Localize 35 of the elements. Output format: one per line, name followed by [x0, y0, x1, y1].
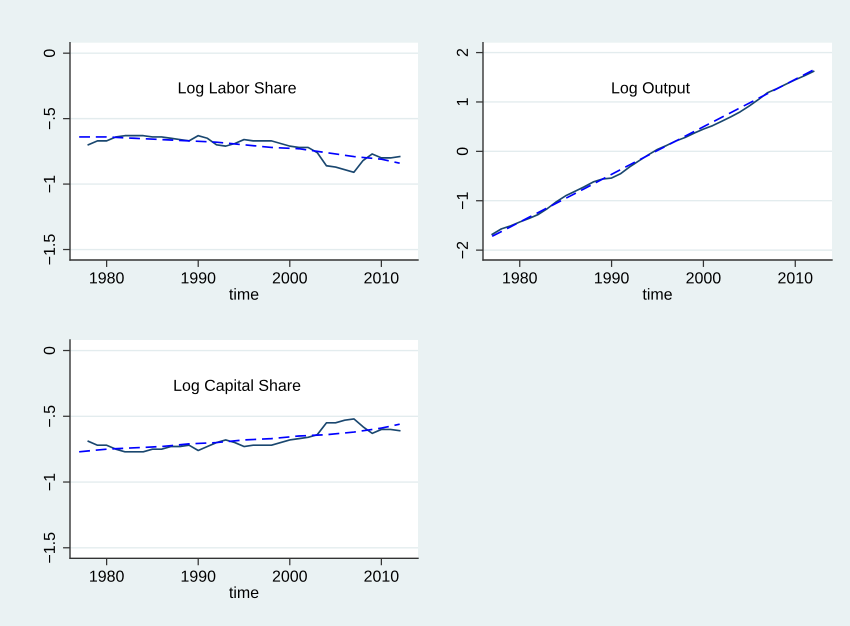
line-series	[78, 136, 401, 164]
line-series	[78, 423, 401, 453]
line-series	[87, 418, 401, 453]
y-tick-label: 0	[44, 346, 56, 354]
x-tick-label: 1980	[503, 272, 537, 284]
x-tick-label: 1990	[595, 272, 629, 284]
x-tick-label: 1980	[90, 570, 124, 582]
text: Log Capital Share	[174, 379, 300, 394]
y-tick-label: −1	[44, 176, 55, 192]
x-tick-label: 2000	[686, 272, 721, 284]
x-tick-label: 1990	[182, 272, 216, 284]
line-series	[87, 134, 401, 174]
y-tick-label: 0	[44, 49, 56, 57]
x-tick-label: 2000	[272, 570, 307, 582]
text: Log Labor Share	[178, 82, 296, 97]
x-axis-title: time	[229, 288, 258, 300]
y-tick-label: 1	[456, 98, 468, 106]
y-tick-label: −2	[456, 242, 468, 258]
y-tick-label: 0	[456, 148, 468, 156]
x-tick-label: 1980	[90, 272, 124, 284]
x-tick-label: 2000	[272, 272, 307, 284]
x-tick-label: 1990	[182, 570, 216, 582]
x-tick-label: 2010	[364, 272, 399, 284]
x-tick-label: 2010	[364, 570, 399, 582]
y-tick-label: −1.5	[44, 532, 56, 563]
y-tick-label: −1	[456, 192, 468, 210]
text: Log Output	[612, 82, 690, 97]
x-axis-title: time	[229, 586, 258, 598]
x-axis-title: time	[642, 288, 672, 300]
y-tick-label: −1.5	[44, 234, 56, 265]
y-tick-label: −.5	[44, 406, 56, 427]
y-tick-label: 2	[456, 48, 468, 56]
x-tick-label: 2010	[778, 272, 812, 284]
y-tick-label: −.5	[44, 108, 56, 130]
y-tick-label: −1	[44, 474, 55, 490]
